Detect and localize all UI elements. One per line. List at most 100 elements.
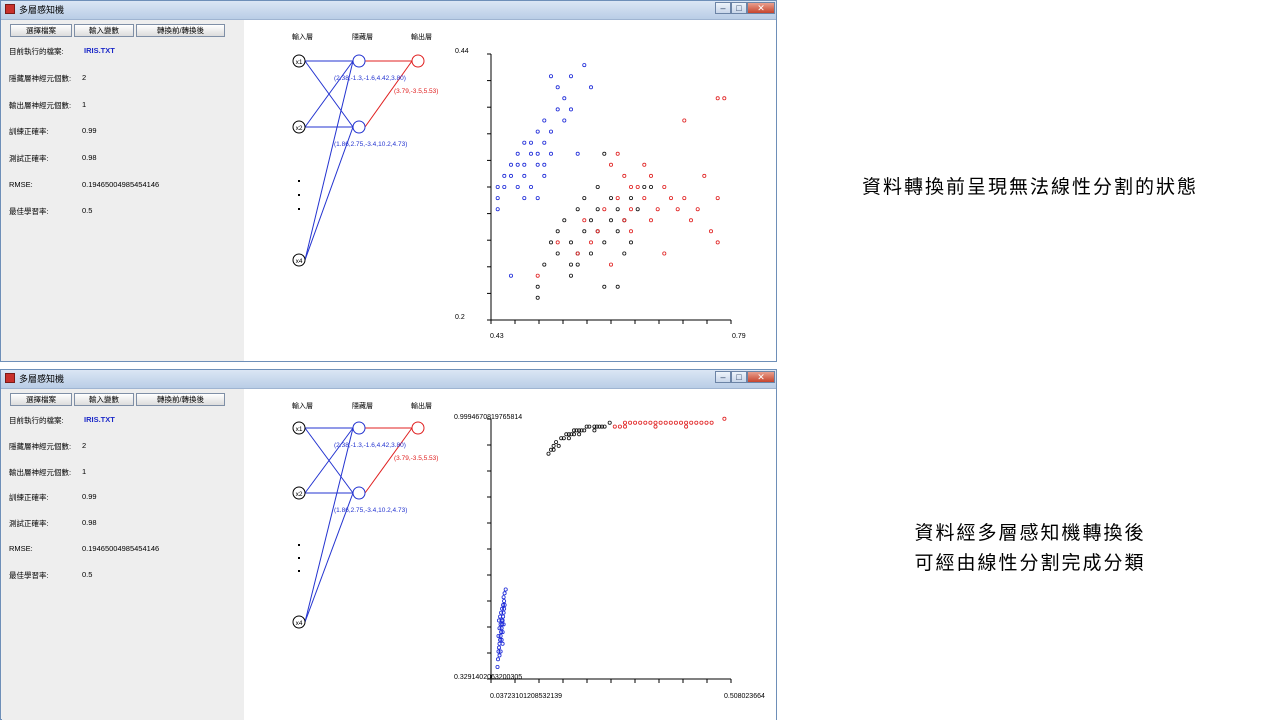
data-point-class-1	[498, 614, 503, 619]
x-min-label: 0.0372310120853213​9	[490, 693, 562, 700]
y-min-label: 0.3291402063200305	[454, 674, 522, 681]
data-point-class-2	[597, 424, 602, 429]
data-point-class-1	[501, 595, 506, 600]
data-point-class-3	[635, 184, 640, 189]
title-bar[interactable]: 多層感知機 – □ ✕	[1, 1, 776, 20]
data-point-class-3	[695, 207, 700, 212]
data-point-class-1	[535, 196, 540, 201]
input-vars-button[interactable]: 輸入變數	[74, 24, 134, 37]
data-point-class-1	[502, 602, 507, 607]
data-point-class-2	[588, 251, 593, 256]
app-window-after: 多層感知機 – □ ✕ 選擇檔案 輸入變數 轉換前/轉換後 目前執行的檔案: I…	[0, 369, 777, 720]
minimize-button[interactable]: –	[715, 2, 731, 14]
data-point-class-1	[495, 207, 500, 212]
data-point-class-2	[588, 218, 593, 223]
input-node-x4	[292, 253, 306, 267]
rmse-label: RMSE:	[9, 544, 33, 553]
data-point-class-1	[575, 151, 580, 156]
data-point-class-1	[496, 618, 501, 623]
data-point-class-1	[515, 151, 520, 156]
data-point-class-3	[622, 218, 627, 223]
network-diagram: 輸入層 隱藏層 輸出層 x1 x2 x4 (2.38,-1.3,-1.	[292, 401, 438, 629]
input-vars-button[interactable]: 輸入變數	[74, 393, 134, 406]
choose-file-button[interactable]: 選擇檔案	[10, 24, 72, 37]
data-point-class-2	[582, 229, 587, 234]
data-point-class-2	[568, 240, 573, 245]
x-min-label: 0.43	[490, 333, 504, 340]
maximize-button[interactable]: □	[731, 2, 747, 14]
input-node-x4	[292, 615, 306, 629]
data-point-class-2	[571, 432, 576, 437]
caption-before: 資料轉換前呈現無法線性分割的狀態	[861, 176, 1198, 198]
data-point-class-1	[495, 184, 500, 189]
data-point-class-3	[722, 416, 727, 421]
data-point-class-3	[684, 424, 689, 429]
data-point-class-3	[602, 207, 607, 212]
close-button[interactable]: ✕	[747, 371, 775, 383]
data-point-class-3	[682, 118, 687, 123]
data-point-class-2	[546, 451, 551, 456]
data-point-class-1	[522, 173, 527, 178]
data-point-class-1	[522, 140, 527, 145]
rmse-label: RMSE:	[9, 180, 33, 189]
hidden-node-1	[352, 421, 366, 435]
data-point-class-2	[535, 295, 540, 300]
file-value: IRIS.TXT	[84, 46, 115, 55]
data-point-class-3	[675, 207, 680, 212]
data-point-class-3	[682, 196, 687, 201]
minimize-button[interactable]: –	[715, 371, 731, 383]
input-node-x1	[292, 54, 306, 68]
data-point-class-1	[495, 196, 500, 201]
data-point-class-1	[542, 118, 547, 123]
data-point-class-1	[535, 129, 540, 134]
data-point-class-2	[556, 443, 561, 448]
close-button[interactable]: ✕	[747, 2, 775, 14]
output-count-label: 輸出層神經元個數:	[9, 101, 72, 110]
hidden-layer-label: 隱藏層	[352, 401, 373, 410]
data-point-class-1	[542, 173, 547, 178]
data-point-class-3	[628, 207, 633, 212]
network-diagram: 輸入層 隱藏層 輸出層 x1 x2 x4 (2.38,-1.3,-1.	[292, 32, 438, 267]
maximize-button[interactable]: □	[731, 371, 747, 383]
data-point-class-2	[602, 240, 607, 245]
hidden-node-2	[352, 120, 366, 134]
output-weights: (3.79,-3.5,5.53)	[394, 88, 438, 95]
input-node-x1	[292, 421, 306, 435]
choose-file-button[interactable]: 選擇檔案	[10, 393, 72, 406]
data-point-class-3	[588, 240, 593, 245]
data-point-class-1	[499, 618, 504, 623]
data-point-class-2	[566, 436, 571, 441]
data-point-class-2	[577, 432, 582, 437]
learning-rate-label: 最佳學習率:	[9, 571, 49, 580]
file-value: IRIS.TXT	[84, 415, 115, 424]
data-point-class-3	[608, 262, 613, 267]
data-point-class-2	[582, 428, 587, 433]
test-accuracy-value: 0.98	[82, 518, 97, 527]
transform-button[interactable]: 轉換前/轉換後	[136, 24, 225, 37]
data-point-class-1	[535, 162, 540, 167]
data-point-class-2	[555, 229, 560, 234]
hidden2-weights: (1.86,2.75,-3.4,10.2,4.73)	[334, 507, 407, 514]
data-point-class-3	[622, 420, 627, 425]
data-point-class-2	[551, 443, 556, 448]
data-point-class-1	[495, 657, 500, 662]
data-point-class-3	[582, 218, 587, 223]
hidden-layer-label: 隱藏層	[352, 32, 373, 41]
data-point-class-3	[668, 420, 673, 425]
data-point-class-2	[579, 428, 584, 433]
data-point-class-3	[575, 251, 580, 256]
data-point-class-3	[642, 162, 647, 167]
transform-button[interactable]: 轉換前/轉換後	[136, 393, 225, 406]
title-bar[interactable]: 多層感知機 – □ ✕	[1, 370, 776, 389]
data-point-class-3	[662, 184, 667, 189]
file-label: 目前執行的檔案:	[9, 47, 64, 56]
output-node	[411, 54, 425, 68]
data-point-class-2	[568, 273, 573, 278]
data-point-class-2	[615, 284, 620, 289]
data-point-class-3	[715, 196, 720, 201]
learning-rate-label: 最佳學習率:	[9, 207, 49, 216]
input-node-x4-label: x4	[296, 258, 303, 265]
data-point-class-1	[555, 107, 560, 112]
data-point-class-3	[702, 173, 707, 178]
data-point-class-2	[587, 424, 592, 429]
